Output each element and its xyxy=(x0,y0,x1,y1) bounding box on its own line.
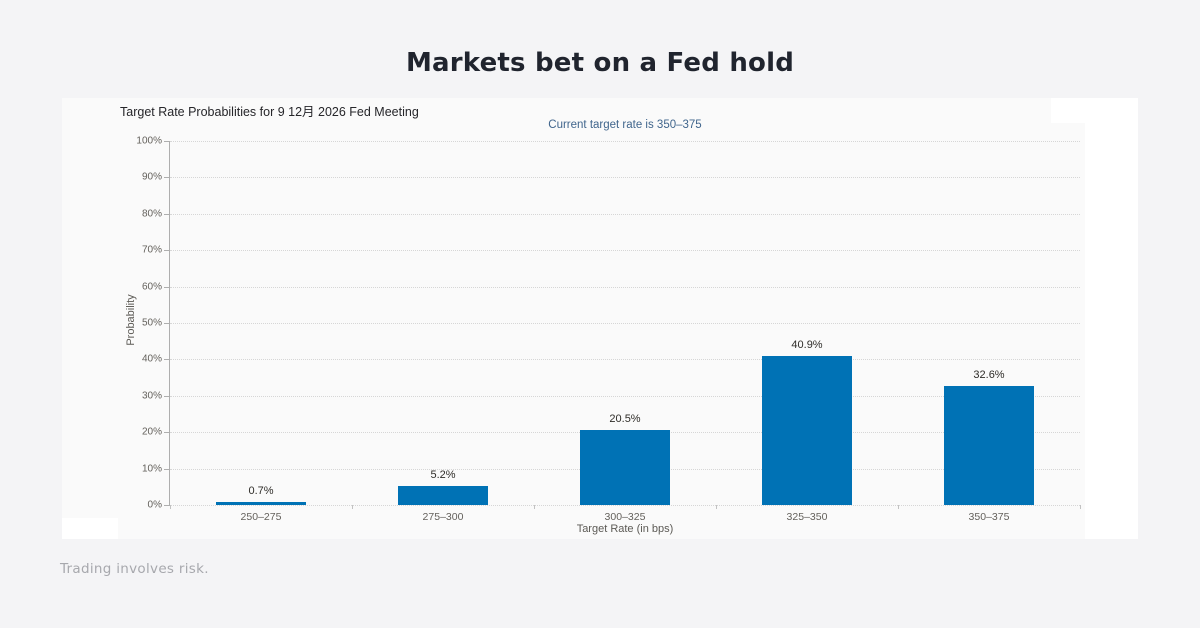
chart-card: Target Rate Probabilities for 9 12月 2026… xyxy=(62,98,1138,539)
y-tick-mark xyxy=(164,395,170,397)
y-tick-label: 50% xyxy=(141,317,162,329)
chart-title: Target Rate Probabilities for 9 12月 2026… xyxy=(120,105,419,119)
y-tick-label: 90% xyxy=(141,171,162,183)
chart-bar xyxy=(762,356,852,505)
x-boundary-tick xyxy=(534,505,535,509)
y-tick-label: 0% xyxy=(147,499,162,511)
y-tick-label: 100% xyxy=(136,135,162,147)
y-tick-mark xyxy=(164,213,170,215)
y-tick-mark xyxy=(164,323,170,324)
bar-value-label: 32.6% xyxy=(973,369,1005,382)
y-tick-mark xyxy=(164,250,170,252)
x-boundary-tick xyxy=(716,505,717,509)
plot-area: 0% 10% 20% 30% 40% 50% 60% 70% 80% 90% 100% 0.7% 250… xyxy=(136,135,1081,523)
y-tick-label: 20% xyxy=(141,426,162,438)
y-tick-mark xyxy=(164,359,170,361)
chart-bar xyxy=(216,502,306,505)
gridline xyxy=(170,250,1080,252)
chart-subtitle: Current target rate is 350–375 xyxy=(548,119,702,131)
bar-value-label: 20.5% xyxy=(609,413,641,426)
bar-value-label: 40.9% xyxy=(791,339,823,352)
x-boundary-tick xyxy=(352,505,353,509)
y-tick-mark xyxy=(164,141,170,142)
x-boundary-tick xyxy=(170,505,171,509)
y-tick-label: 10% xyxy=(141,462,162,474)
y-tick-mark xyxy=(164,177,170,179)
white-patch-top-right xyxy=(1051,98,1138,123)
y-tick-label: 30% xyxy=(141,390,162,402)
x-tick-label: 275–300 xyxy=(422,511,464,523)
disclaimer-text: Trading involves risk. xyxy=(60,561,209,577)
y-tick-mark xyxy=(164,468,170,470)
gridline xyxy=(170,213,1080,215)
bar-value-label: 0.7% xyxy=(248,485,274,498)
gridline xyxy=(170,359,1080,361)
y-tick-label: 60% xyxy=(141,280,162,292)
gridline xyxy=(170,141,1080,142)
x-tick-label: 300–325 xyxy=(604,511,646,523)
y-tick-mark xyxy=(164,505,170,506)
y-tick-mark xyxy=(164,432,170,434)
white-patch-bottom-left xyxy=(62,518,118,539)
bar-value-label: 5.2% xyxy=(430,469,456,482)
page-title: Markets bet on a Fed hold xyxy=(405,48,795,78)
x-axis-title: Target Rate (in bps) xyxy=(576,523,674,535)
y-tick-label: 40% xyxy=(141,353,162,365)
chart-bar xyxy=(944,386,1034,505)
y-tick-mark xyxy=(164,286,170,288)
x-tick-label: 325–350 xyxy=(786,511,828,523)
chart-bar xyxy=(398,486,488,505)
gridline xyxy=(170,505,1080,506)
gridline xyxy=(170,177,1080,179)
x-tick-label: 250–275 xyxy=(240,511,282,523)
chart-bar xyxy=(580,430,670,505)
gridline xyxy=(170,323,1080,324)
x-tick-label: 350–375 xyxy=(968,511,1010,523)
y-tick-label: 80% xyxy=(141,208,162,220)
white-strip-right xyxy=(1085,98,1138,539)
gridline xyxy=(170,286,1080,288)
gridline xyxy=(170,395,1080,397)
y-axis-title: Probability xyxy=(125,294,137,346)
x-boundary-tick xyxy=(1080,505,1081,509)
x-boundary-tick xyxy=(898,505,899,509)
y-tick-label: 70% xyxy=(141,244,162,256)
